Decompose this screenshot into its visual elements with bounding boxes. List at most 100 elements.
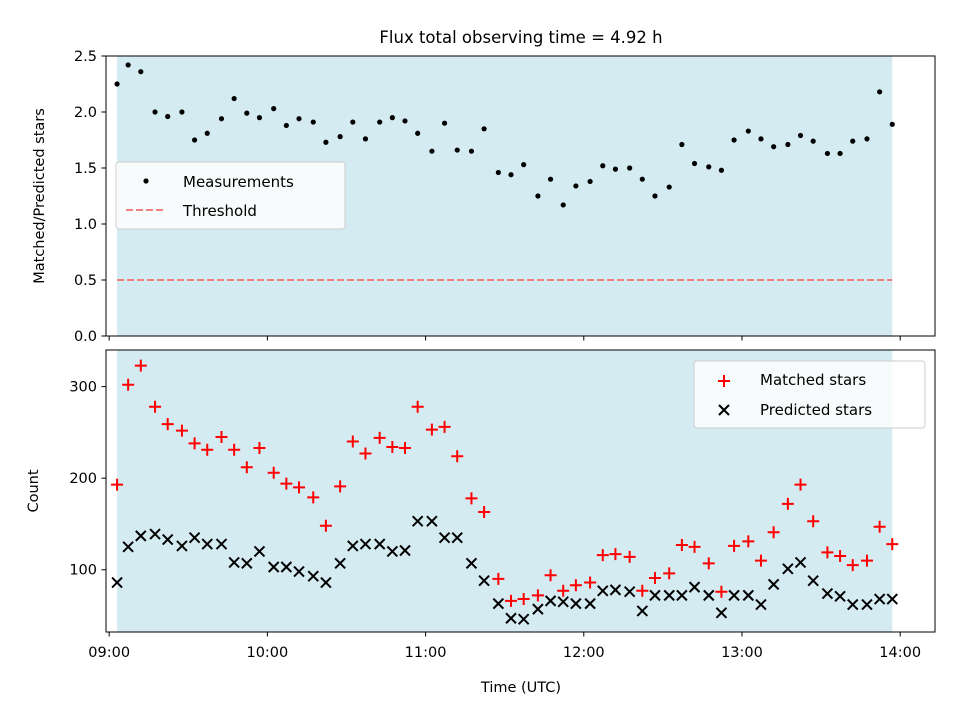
predicted-star-point bbox=[293, 565, 305, 578]
predicted-star-point bbox=[373, 538, 386, 550]
top-axes-frame bbox=[105, 55, 936, 337]
matched-star-point bbox=[111, 478, 124, 491]
measurement-point bbox=[114, 81, 120, 87]
predicted-star-point bbox=[201, 538, 213, 550]
measurement-point bbox=[785, 141, 791, 148]
matched-star-point bbox=[781, 497, 794, 510]
predicted-star-point bbox=[505, 612, 517, 624]
matched-star-point bbox=[821, 546, 834, 559]
predicted-star-point bbox=[478, 575, 490, 587]
matched-star-point bbox=[149, 400, 162, 413]
x-tick-label: 13:00 bbox=[721, 645, 763, 661]
measurement-point bbox=[179, 109, 185, 115]
matched-star-point bbox=[846, 559, 859, 572]
legend-matched-marker bbox=[718, 375, 730, 387]
predicted-star-point bbox=[649, 589, 661, 602]
legend-predicted-label: Predicted stars bbox=[760, 401, 872, 419]
measurement-point bbox=[560, 202, 566, 208]
matched-star-point bbox=[280, 477, 293, 490]
measurement-point bbox=[535, 193, 541, 199]
matched-star-point bbox=[478, 506, 491, 519]
measurement-point bbox=[191, 137, 198, 143]
predicted-star-point bbox=[161, 533, 174, 546]
matched-star-point bbox=[293, 481, 306, 494]
measurement-point bbox=[389, 115, 395, 121]
predicted-star-point bbox=[267, 561, 280, 573]
matched-star-point bbox=[584, 576, 597, 589]
bottom-legend: Matched stars Predicted stars bbox=[693, 360, 926, 429]
measurement-point bbox=[745, 128, 751, 134]
measurement-point bbox=[350, 119, 356, 125]
measurement-points bbox=[114, 62, 895, 208]
legend-predicted-marker bbox=[718, 404, 730, 416]
measurement-point bbox=[810, 138, 816, 144]
measurement-point bbox=[758, 136, 764, 142]
predicted-star-point bbox=[307, 570, 319, 582]
matched-star-point bbox=[253, 441, 266, 454]
matched-star-point bbox=[675, 539, 688, 552]
top-ylabel: Matched/Predicted stars bbox=[32, 108, 48, 284]
measurement-point bbox=[600, 163, 606, 169]
predicted-star-point bbox=[623, 586, 636, 598]
measurement-point bbox=[850, 138, 856, 144]
figure-title: Flux total observing time = 4.92 h bbox=[379, 28, 662, 47]
matched-star-point bbox=[161, 418, 174, 431]
predicted-star-point bbox=[135, 530, 147, 542]
predicted-star-point bbox=[636, 605, 649, 617]
matched-star-point bbox=[544, 569, 557, 582]
measurement-point bbox=[310, 119, 316, 125]
measurement-point bbox=[429, 148, 435, 154]
predicted-star-point bbox=[861, 598, 873, 611]
x-tick-label: 11:00 bbox=[405, 645, 447, 661]
matched-star-point bbox=[886, 538, 899, 551]
measurement-point bbox=[231, 95, 237, 102]
top-panel: 0.0 0.5 1.0 1.5 2.0 2.5 Matched/Predicted sta… bbox=[32, 49, 936, 345]
measurement-point bbox=[152, 109, 158, 115]
measurement-point bbox=[481, 126, 487, 132]
measurement-point bbox=[639, 176, 645, 182]
matched-star-point bbox=[794, 478, 807, 491]
measurement-point bbox=[415, 130, 421, 136]
matched-star-point bbox=[623, 550, 636, 563]
predicted-star-point bbox=[320, 576, 332, 589]
matched-star-point bbox=[425, 423, 438, 436]
top-ticks: 0.0 0.5 1.0 1.5 2.0 2.5 bbox=[74, 49, 901, 345]
matched-star-point bbox=[451, 450, 464, 463]
measurement-point bbox=[271, 106, 277, 112]
predicted-star-point bbox=[149, 528, 161, 540]
matched-star-point bbox=[569, 579, 582, 592]
predicted-star-point bbox=[715, 607, 728, 619]
measurement-point bbox=[824, 150, 831, 157]
measurement-point bbox=[521, 162, 527, 168]
measurement-point bbox=[889, 121, 895, 127]
top-legend: Measurements Threshold bbox=[115, 161, 346, 230]
predicted-star-point bbox=[609, 584, 622, 596]
predicted-star-point bbox=[176, 540, 188, 552]
y-tick-label: 100 bbox=[69, 563, 97, 579]
matched-star-point bbox=[411, 400, 424, 413]
measurement-point bbox=[296, 116, 302, 122]
x-tick-label: 10:00 bbox=[246, 645, 288, 661]
matched-star-point bbox=[134, 359, 147, 372]
matched-star-point bbox=[702, 557, 715, 570]
matched-star-point bbox=[505, 594, 518, 607]
predicted-star-point bbox=[241, 557, 253, 570]
predicted-star-point bbox=[532, 603, 544, 615]
measurement-point bbox=[691, 160, 698, 167]
matched-star-point bbox=[201, 443, 214, 456]
x-tick-label: 12:00 bbox=[563, 645, 605, 661]
matched-star-point bbox=[492, 572, 505, 585]
bottom-legend-box bbox=[693, 360, 926, 429]
predicted-star-point bbox=[676, 589, 688, 602]
matched-star-point bbox=[860, 554, 873, 567]
matched-star-point bbox=[399, 441, 412, 454]
measurement-point bbox=[125, 62, 131, 68]
legend-matched-label: Matched stars bbox=[760, 371, 866, 389]
predicted-star-point bbox=[570, 597, 582, 610]
matched-star-point bbox=[834, 550, 847, 563]
measurement-point bbox=[377, 119, 383, 125]
measurement-point bbox=[627, 165, 633, 171]
predicted-star-point bbox=[426, 515, 438, 527]
bottom-panel: 09:00 10:00 11:00 12:00 13:00 14:00100200300 … bbox=[26, 349, 936, 696]
matched-star-point bbox=[240, 461, 253, 474]
